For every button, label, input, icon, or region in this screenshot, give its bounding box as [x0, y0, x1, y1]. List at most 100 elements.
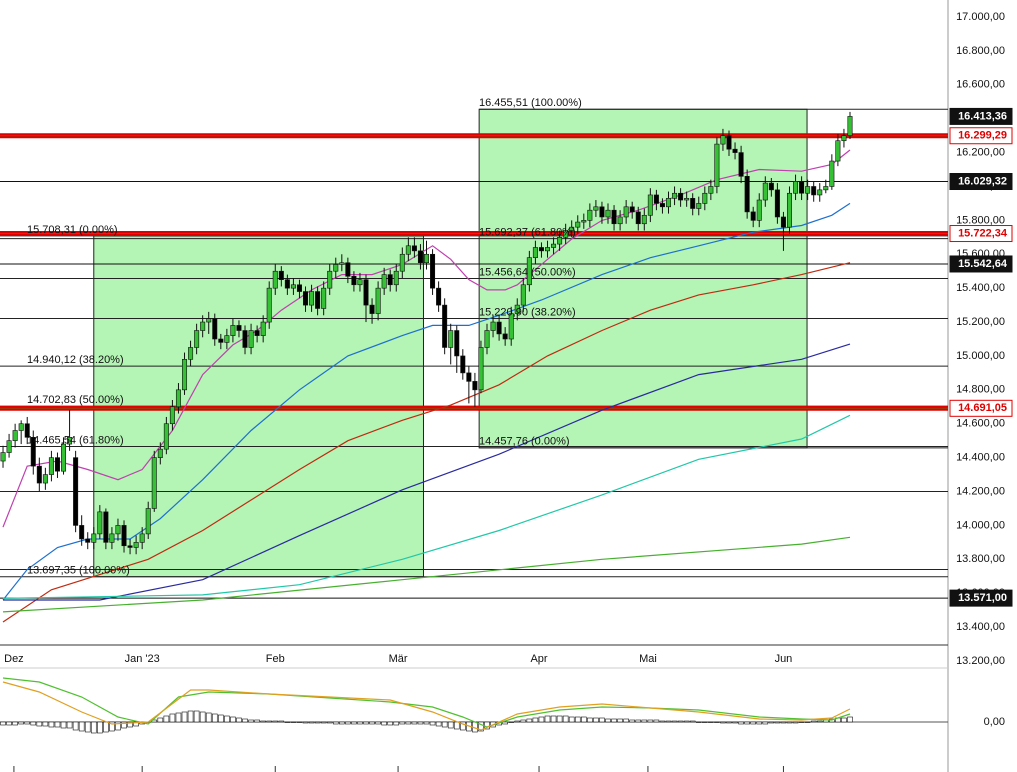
candle-body [617, 216, 623, 225]
macd-bar [847, 716, 853, 723]
candle-body [424, 253, 430, 264]
candle-body [218, 338, 224, 343]
macd-bar [514, 720, 521, 723]
macd-bar [750, 721, 756, 725]
macd-bar [629, 719, 636, 723]
macd-bar [786, 721, 793, 724]
candle-body [97, 511, 103, 535]
candle-body [369, 304, 375, 314]
macd-bar [502, 721, 508, 725]
candle-body [817, 189, 823, 196]
y-tick-label: 14.200,00 [956, 485, 1005, 497]
candle-body [200, 321, 206, 331]
macd-bar [290, 721, 297, 723]
macd-bar [339, 721, 345, 725]
macd-bar [435, 721, 442, 727]
candle-body [339, 262, 345, 265]
macd-bar [84, 721, 91, 733]
macd-bar [296, 721, 303, 723]
moving-average [2, 262, 851, 623]
candle-body [12, 430, 18, 441]
candle-body [811, 186, 817, 196]
candle-body [532, 247, 538, 258]
macd-bar [429, 721, 436, 726]
macd-bar [665, 720, 672, 723]
fib-label: 13.697,35 (100.00%) [27, 565, 130, 577]
macd-bar [544, 715, 551, 723]
macd-bar [284, 721, 291, 723]
candle-body [18, 423, 24, 431]
macd-bar [24, 721, 31, 725]
candle-body [284, 279, 290, 289]
macd-bar [224, 715, 230, 723]
macd-bar [103, 721, 109, 733]
y-tick-label: 16.600,00 [956, 79, 1005, 91]
candle-body [726, 135, 732, 150]
fib-label: 14.702,83 (50.00%) [27, 394, 124, 406]
fib-label: 15.220,90 (38.20%) [479, 306, 576, 318]
candle-body [611, 209, 617, 225]
macd-bar [363, 721, 369, 725]
macd-bar [266, 720, 273, 723]
candle-body [417, 250, 423, 264]
macd-bar [6, 721, 12, 726]
candle-body [42, 474, 48, 484]
macd-bar [605, 718, 611, 723]
fib-label: 14.457,76 (0.00%) [479, 436, 570, 448]
x-tick-label: Apr [530, 653, 547, 665]
candle-body [321, 287, 327, 309]
macd-bar [617, 718, 623, 723]
fib-label: 14.465,54 (61.80%) [27, 434, 124, 446]
fib-label: 14.940,12 (38.20%) [27, 354, 124, 366]
y-tick-label: 14.000,00 [956, 519, 1005, 531]
candle-body [768, 182, 774, 191]
macd-tick-label: 0,00 [984, 716, 1005, 728]
macd-line [2, 677, 851, 728]
macd-bar [732, 721, 738, 724]
candle-body [381, 274, 387, 289]
candle-body [702, 192, 708, 204]
macd-bar [369, 721, 375, 725]
macd-bar [169, 713, 176, 723]
macd-bar [568, 716, 575, 723]
macd-bar [581, 716, 587, 723]
candle-body [194, 330, 200, 348]
candle-body [496, 321, 502, 335]
candle-body [786, 192, 792, 228]
macd-bar [97, 721, 103, 734]
price-tag-label: 16.029,32 [958, 175, 1007, 187]
candle-body [520, 284, 526, 306]
candle-body [61, 443, 67, 472]
candle-body [666, 198, 672, 208]
macd-bar [163, 715, 170, 723]
candle-body [260, 321, 266, 336]
macd-bar [599, 717, 605, 723]
candle-body [793, 181, 799, 194]
candle-body [103, 511, 109, 543]
candle-body [206, 318, 212, 323]
price-tag-label: 14.691,05 [958, 402, 1007, 414]
macd-bar [738, 721, 744, 725]
candle-body [67, 436, 73, 445]
price-tag-label: 16.413,36 [958, 110, 1007, 122]
candle-body [54, 457, 60, 472]
macd-bar [115, 721, 121, 731]
macd-bar [254, 719, 260, 723]
macd-bar [659, 720, 666, 723]
y-tick-label: 16.800,00 [956, 45, 1005, 57]
fib-label: 15.456,64 (50.00%) [479, 266, 576, 278]
candle-body [145, 508, 151, 535]
macd-bar [236, 717, 242, 723]
candle-body [684, 198, 690, 201]
candle-body [327, 270, 333, 289]
candle-body [623, 206, 629, 218]
macd-bar [587, 717, 593, 723]
candle-body [490, 321, 496, 331]
candle-body [448, 330, 454, 348]
macd-bar [326, 721, 333, 724]
y-tick-label: 13.200,00 [956, 655, 1005, 667]
candle-body [720, 135, 726, 145]
macd-bar [230, 716, 236, 723]
candle-body [732, 148, 738, 153]
